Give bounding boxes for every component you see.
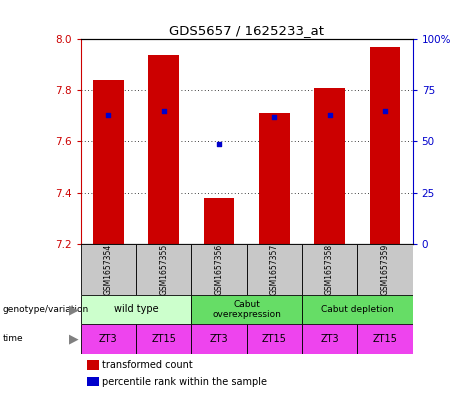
Bar xyxy=(302,295,413,324)
Bar xyxy=(93,80,124,244)
Point xyxy=(326,112,333,118)
Bar xyxy=(81,244,136,295)
Text: ▶: ▶ xyxy=(69,303,78,316)
Text: GSM1657359: GSM1657359 xyxy=(380,244,390,295)
Bar xyxy=(314,88,345,244)
Text: GSM1657358: GSM1657358 xyxy=(325,244,334,295)
Text: Cabut depletion: Cabut depletion xyxy=(321,305,394,314)
Text: ZT3: ZT3 xyxy=(210,334,228,344)
Bar xyxy=(370,47,400,244)
Bar xyxy=(191,324,247,354)
Bar xyxy=(357,244,413,295)
Text: ZT3: ZT3 xyxy=(320,334,339,344)
Text: GSM1657355: GSM1657355 xyxy=(159,244,168,295)
Text: GSM1657354: GSM1657354 xyxy=(104,244,113,295)
Text: ZT15: ZT15 xyxy=(372,334,397,344)
Bar xyxy=(191,295,302,324)
Text: ZT15: ZT15 xyxy=(262,334,287,344)
Bar xyxy=(81,324,136,354)
Text: percentile rank within the sample: percentile rank within the sample xyxy=(102,377,267,387)
Text: ▶: ▶ xyxy=(69,332,78,345)
Bar xyxy=(247,244,302,295)
Bar xyxy=(87,377,99,386)
Bar xyxy=(148,55,179,244)
Bar xyxy=(357,324,413,354)
Text: transformed count: transformed count xyxy=(102,360,193,370)
Point xyxy=(271,114,278,120)
Point xyxy=(105,112,112,118)
Text: wild type: wild type xyxy=(114,305,158,314)
Bar xyxy=(302,244,357,295)
Text: Cabut
overexpression: Cabut overexpression xyxy=(212,300,281,319)
Text: genotype/variation: genotype/variation xyxy=(2,305,89,314)
Bar xyxy=(191,244,247,295)
Bar xyxy=(87,360,99,370)
Bar xyxy=(136,324,191,354)
Text: GSM1657357: GSM1657357 xyxy=(270,244,279,295)
Bar xyxy=(302,324,357,354)
Title: GDS5657 / 1625233_at: GDS5657 / 1625233_at xyxy=(169,24,324,37)
Point xyxy=(215,140,223,147)
Bar xyxy=(81,295,191,324)
Point xyxy=(381,108,389,114)
Bar xyxy=(204,198,234,244)
Point xyxy=(160,108,167,114)
Bar xyxy=(259,114,290,244)
Text: ZT3: ZT3 xyxy=(99,334,118,344)
Bar xyxy=(247,324,302,354)
Bar xyxy=(136,244,191,295)
Text: time: time xyxy=(2,334,23,343)
Text: GSM1657356: GSM1657356 xyxy=(214,244,224,295)
Text: ZT15: ZT15 xyxy=(151,334,176,344)
